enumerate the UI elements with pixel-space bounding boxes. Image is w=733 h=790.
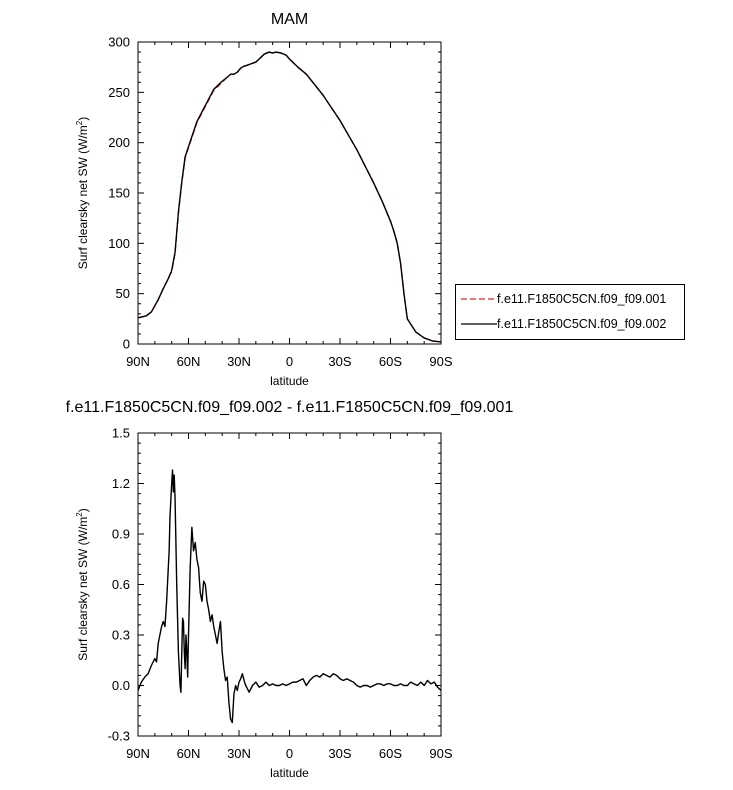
- x-tick-label: 30S: [328, 354, 351, 369]
- y-tick-label: 0.3: [112, 628, 130, 643]
- chart-title: MAM: [271, 11, 308, 28]
- y-tick-label: -0.3: [108, 729, 130, 744]
- x-tick-label: 30N: [227, 354, 251, 369]
- y-axis-label: Surf clearsky net SW (W/m2): [75, 117, 90, 269]
- y-tick-label: 0.0: [112, 678, 130, 693]
- y-tick-label: 300: [108, 35, 130, 50]
- x-tick-label: 90S: [429, 746, 452, 761]
- y-tick-label: 250: [108, 85, 130, 100]
- plot-frame: [137, 41, 442, 345]
- x-tick-label: 30S: [328, 746, 351, 761]
- legend-item-series-002: f.e11.F1850C5CN.f09_f09.002: [456, 313, 684, 335]
- x-axis: 90N 60N 30N 0 30S 60S 90S latitude: [126, 433, 453, 780]
- x-tick-label: 60N: [177, 746, 201, 761]
- series-line-1: [138, 51, 441, 343]
- legend-swatch-solid-black: [461, 323, 497, 325]
- series-group: [138, 51, 441, 343]
- bottom-chart-panel: f.e11.F1850C5CN.f09_f09.002 - f.e11.F185…: [66, 399, 514, 780]
- x-tick-label: 30N: [227, 746, 251, 761]
- y-axis: -0.3 0.0 0.3 0.6 0.9 1.2 1.5 Surf clearsky net …: [75, 426, 441, 744]
- x-tick-label: 90N: [126, 746, 150, 761]
- series-line-1: [138, 469, 441, 724]
- y-tick-label: 100: [108, 236, 130, 251]
- y-tick-label: 50: [116, 286, 130, 301]
- x-tick-label: 60S: [379, 746, 402, 761]
- chart-title: f.e11.F1850C5CN.f09_f09.002 - f.e11.F185…: [66, 399, 514, 416]
- x-tick-label: 0: [286, 746, 293, 761]
- series-line-2: [138, 51, 441, 343]
- series-group: [138, 469, 441, 724]
- legend-swatch-dashed-red: [461, 298, 497, 300]
- x-tick-label: 0: [286, 354, 293, 369]
- x-tick-label: 60N: [177, 354, 201, 369]
- x-axis-label: latitude: [270, 766, 309, 780]
- x-tick-label: 90S: [429, 354, 452, 369]
- x-axis-label: latitude: [270, 374, 309, 388]
- y-axis-label: Surf clearsky net SW (W/m2): [75, 508, 90, 660]
- y-tick-label: 150: [108, 186, 130, 201]
- y-tick-label: 0: [123, 337, 130, 352]
- x-tick-label: 60S: [379, 354, 402, 369]
- y-tick-label: 0.6: [112, 577, 130, 592]
- plot-frame: [137, 432, 442, 737]
- chart-legend: f.e11.F1850C5CN.f09_f09.001 f.e11.F1850C…: [455, 284, 685, 340]
- top-chart-panel: MAM 90N 60N 30N 0 30S 60S 90S latitude 0 50 100 150 2…: [75, 11, 453, 388]
- y-tick-label: 1.2: [112, 476, 130, 491]
- y-tick-label: 1.5: [112, 426, 130, 441]
- y-axis: 0 50 100 150 200 250 300 Surf clearsky net SW (…: [75, 35, 441, 352]
- y-tick-label: 200: [108, 135, 130, 150]
- y-tick-label: 0.9: [112, 527, 130, 542]
- legend-label-series-002: f.e11.F1850C5CN.f09_f09.002: [497, 317, 667, 331]
- legend-item-series-001: f.e11.F1850C5CN.f09_f09.001: [456, 288, 684, 310]
- x-axis: 90N 60N 30N 0 30S 60S 90S latitude: [126, 42, 453, 388]
- legend-label-series-001: f.e11.F1850C5CN.f09_f09.001: [497, 292, 667, 306]
- x-tick-label: 90N: [126, 354, 150, 369]
